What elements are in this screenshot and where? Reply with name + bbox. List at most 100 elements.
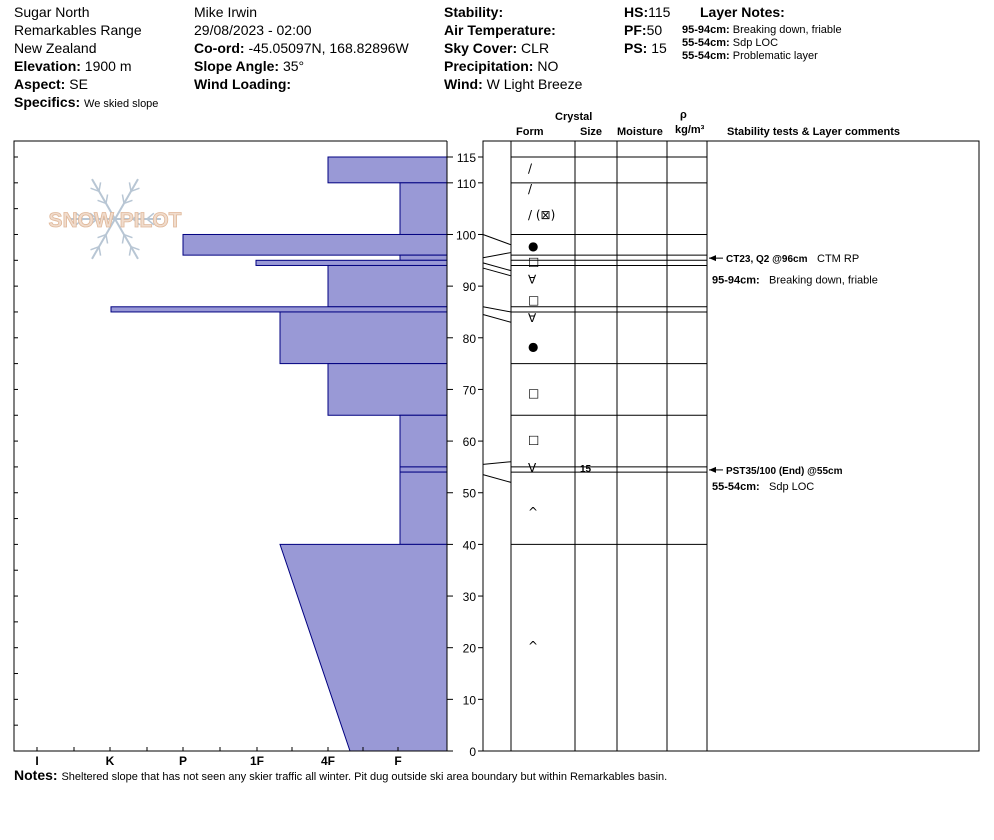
coord-label: Co-ord:: [194, 40, 245, 56]
hardness-bar: [255, 259, 448, 266]
layer-comment-text: Sdp LOC: [769, 481, 814, 493]
depth-tick-label: 30: [463, 590, 477, 604]
watermark-snowflake-branch: [121, 234, 125, 244]
hardness-bar: [110, 306, 448, 313]
notes-text: Sheltered slope that has not seen any sk…: [61, 771, 668, 783]
stability-test-result: CTM RP: [817, 253, 859, 265]
pf-label: PF:: [624, 22, 647, 38]
sky-row: Sky Cover: CLR: [444, 40, 549, 57]
precip-label: Precipitation:: [444, 58, 534, 74]
depth-tick-label: 60: [463, 435, 477, 449]
hardness-bar: [327, 156, 448, 184]
watermark-snowflake-branch: [128, 246, 132, 256]
specifics-label: Specifics:: [14, 94, 81, 110]
hs-row: HS:115: [624, 4, 670, 21]
watermark-snowflake-branch: [132, 218, 141, 226]
hardness-bar: [399, 466, 448, 473]
watermark-snowflake-branch: [97, 233, 107, 239]
hardness-bar: [399, 471, 448, 545]
wind-row: Wind: W Light Breeze: [444, 76, 582, 93]
watermark-snowflake-branch: [90, 187, 100, 192]
specifics-row: Specifics: We skied slope: [14, 94, 158, 111]
layer-note-text: Breaking down, friable: [732, 24, 842, 36]
sky-label: Sky Cover:: [444, 40, 518, 56]
form-header: Form: [516, 126, 544, 138]
stability-test-arrowhead: [709, 255, 716, 262]
layer-connector: [482, 262, 512, 272]
layer-note-text: Problematic layer: [732, 50, 818, 62]
hardness-bar: [279, 543, 448, 752]
hardness-scale-label: I: [35, 754, 38, 768]
notes-row: Notes: Sheltered slope that has not seen…: [14, 767, 667, 784]
hs-label: HS:: [624, 4, 649, 20]
hardness-scale-label: 1F: [250, 754, 264, 768]
layer-connector: [482, 306, 512, 313]
crystal-form-symbol: / (⊠): [528, 208, 555, 222]
hardness-bar: [399, 414, 448, 468]
precip-value: NO: [537, 58, 559, 74]
watermark-text: SNOW PILOT: [49, 209, 182, 232]
air-temp-label: Air Temperature:: [444, 22, 556, 38]
layer-connector: [482, 267, 512, 277]
depth-tick-label: 20: [463, 642, 477, 656]
wind-label: Wind:: [444, 76, 483, 92]
crystal-form-symbol: /: [528, 182, 533, 196]
hardness-bar: [182, 233, 448, 256]
watermark-snowflake-branch: [90, 246, 100, 251]
ps-value: 15: [651, 40, 667, 56]
depth-tick-label: 90: [463, 280, 477, 294]
crystal-form-symbol: ∀: [528, 311, 537, 325]
watermark-snowflake-branch: [97, 199, 107, 205]
hardness-frame: [13, 140, 447, 752]
notes-label: Notes:: [14, 767, 58, 783]
watermark-snowflake-branch: [105, 234, 109, 244]
size-header: Size: [580, 126, 603, 138]
depth-tick-label: 40: [463, 538, 477, 552]
hardness-scale-label: K: [106, 754, 115, 768]
coord-value: -45.05097N, 168.82896W: [248, 40, 409, 56]
watermark-snowflake-branch: [130, 187, 140, 192]
depth-tick-label: 115: [457, 151, 476, 165]
hardness-scale-label: P: [179, 754, 187, 768]
layer-notes-label: Layer Notes:: [700, 4, 785, 20]
crystal-form-symbol: /: [528, 161, 533, 175]
slope-label: Slope Angle:: [194, 58, 280, 74]
hardness-bar: [399, 254, 448, 261]
watermark-snowflake-branch: [75, 218, 84, 226]
watermark-snowflake-branch: [123, 233, 133, 239]
coord-row: Co-ord: -45.05097N, 168.82896W: [194, 40, 409, 57]
comments-header: Stability tests & Layer comments: [727, 126, 901, 138]
ps-label: PS:: [624, 40, 648, 56]
layer-note: 55-54cm: Problematic layer: [682, 50, 818, 63]
depth-tick-label: 110: [457, 177, 476, 191]
watermark-snowflake-branch: [130, 246, 140, 251]
depth-tick-label: 80: [463, 332, 477, 346]
density-unit: kg/m³: [675, 124, 705, 136]
wind-loading-label: Wind Loading:: [194, 76, 292, 92]
aspect-label: Aspect:: [14, 76, 66, 92]
depth-tick-label: 50: [463, 487, 477, 501]
stability-row: Stability:: [444, 4, 503, 21]
elevation-label: Elevation:: [14, 58, 81, 74]
watermark-snowflake-branch: [123, 199, 133, 205]
hardness-bar: [327, 264, 448, 308]
layer-note: 55-54cm: Sdp LOC: [682, 37, 778, 50]
watermark-snowflake-arm: [114, 178, 139, 220]
layer-note-range: 95-94cm:: [682, 24, 730, 36]
crystal-form-symbol: □: [528, 433, 539, 447]
hs-value: 115: [648, 4, 671, 20]
crystal-form-symbol: □: [528, 386, 539, 400]
layer-note-range: 55-54cm:: [682, 37, 730, 49]
crystal-header: Crystal: [555, 111, 593, 123]
wind-loading-row: Wind Loading:: [194, 76, 291, 93]
crystal-form-symbol: □: [528, 254, 539, 268]
watermark-snowflake-branch: [132, 212, 141, 220]
depth-tick-label: 0: [469, 745, 476, 759]
layer-comment-range: 55-54cm:: [712, 481, 760, 493]
watermark-snowflake-branch: [89, 218, 98, 226]
observer-name: Mike Irwin: [194, 4, 258, 20]
stability-test-arrowhead: [709, 466, 716, 473]
crystal-form-symbol: □: [528, 293, 539, 307]
watermark-snowflake-branch: [89, 212, 98, 220]
layer-connector: [482, 314, 512, 323]
